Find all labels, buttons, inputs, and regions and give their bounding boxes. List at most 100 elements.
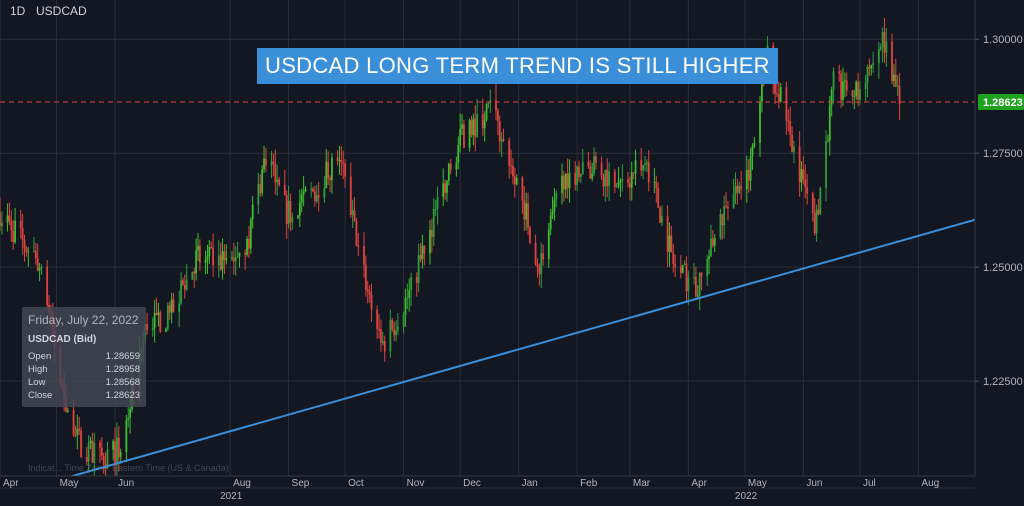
candle-body bbox=[444, 183, 446, 193]
candle-body bbox=[408, 290, 411, 298]
candle-body bbox=[825, 141, 827, 189]
ohlc-info-box: Friday, July 22, 2022 USDCAD (Bid) Open … bbox=[22, 307, 146, 407]
candle-body bbox=[523, 200, 526, 220]
candle-body bbox=[838, 71, 841, 74]
candle-body bbox=[711, 238, 714, 246]
candle-body bbox=[402, 314, 405, 327]
candle-body bbox=[551, 211, 554, 216]
candle-body bbox=[481, 114, 484, 129]
candle-body bbox=[736, 185, 739, 193]
candle-body bbox=[483, 119, 486, 129]
candle-body bbox=[129, 409, 132, 418]
candle-body bbox=[630, 172, 633, 188]
candle-body bbox=[197, 245, 199, 251]
candle-body bbox=[593, 156, 595, 174]
candle-body bbox=[236, 256, 239, 258]
candle-body bbox=[182, 280, 184, 285]
candle-body bbox=[455, 162, 458, 170]
candle-body bbox=[349, 176, 352, 215]
candle-body bbox=[666, 216, 669, 252]
candle-body bbox=[798, 146, 801, 183]
candle-body bbox=[866, 66, 869, 83]
interval-label[interactable]: 1D bbox=[10, 4, 26, 18]
candle-body bbox=[708, 256, 710, 259]
candle-body bbox=[25, 248, 28, 252]
candle-body bbox=[819, 188, 822, 215]
candle-body bbox=[155, 312, 158, 316]
candle-body bbox=[276, 179, 279, 183]
candle-body bbox=[183, 284, 186, 290]
candle-body bbox=[512, 165, 514, 177]
month-tick-label: Apr bbox=[3, 478, 19, 489]
candle-body bbox=[555, 193, 558, 200]
candle-body bbox=[832, 71, 835, 90]
candle-body bbox=[270, 161, 273, 166]
candle-body bbox=[679, 266, 682, 273]
month-tick-label: Oct bbox=[348, 478, 364, 489]
candle-body bbox=[434, 208, 437, 210]
candle-body bbox=[627, 179, 629, 183]
month-tick-label: Jun bbox=[806, 478, 822, 489]
candle-body bbox=[338, 159, 341, 161]
candle-body bbox=[485, 103, 488, 120]
candle-body bbox=[157, 312, 160, 316]
candle-body bbox=[474, 118, 477, 137]
candle-body bbox=[806, 187, 809, 194]
candle-body bbox=[0, 222, 3, 227]
candle-body bbox=[419, 255, 422, 260]
candles bbox=[0, 17, 901, 480]
month-tick-label: Aug bbox=[921, 478, 939, 489]
candle-body bbox=[21, 228, 24, 241]
candle-body bbox=[389, 319, 392, 352]
info-row-value: 1.28623 bbox=[105, 390, 140, 401]
candle-body bbox=[393, 329, 396, 336]
candle-body bbox=[727, 206, 729, 209]
candle-body bbox=[864, 82, 867, 90]
candle-body bbox=[568, 172, 571, 189]
candle-body bbox=[566, 173, 569, 189]
candle-body bbox=[34, 250, 37, 259]
candle-body bbox=[166, 305, 169, 329]
candle-body bbox=[647, 162, 650, 183]
candle-body bbox=[732, 194, 735, 209]
candle-body bbox=[753, 142, 756, 147]
candle-body bbox=[363, 246, 365, 265]
candle-body bbox=[538, 267, 541, 275]
candle-body bbox=[410, 277, 413, 291]
candle-body bbox=[851, 90, 854, 97]
candle-body bbox=[721, 214, 724, 226]
info-row-value: 1.28958 bbox=[105, 364, 140, 375]
candle-body bbox=[151, 327, 154, 331]
symbol-label[interactable]: USDCAD bbox=[36, 4, 87, 18]
candle-body bbox=[710, 238, 712, 257]
month-tick-label: Jan bbox=[522, 478, 538, 489]
candle-body bbox=[774, 78, 776, 94]
candle-body bbox=[85, 456, 88, 462]
candle-body bbox=[406, 297, 409, 299]
candle-body bbox=[661, 216, 663, 223]
candle-body bbox=[785, 87, 788, 121]
candle-body bbox=[364, 264, 367, 290]
candle-body bbox=[579, 173, 582, 177]
candle-body bbox=[553, 199, 556, 212]
candle-body bbox=[632, 172, 635, 174]
candle-body bbox=[734, 185, 737, 195]
candle-body bbox=[93, 442, 96, 464]
candle-body bbox=[153, 312, 156, 328]
candle-body bbox=[323, 188, 326, 198]
candle-body bbox=[725, 206, 727, 208]
candle-body bbox=[102, 456, 105, 465]
year-tick-label: 2021 bbox=[220, 491, 243, 501]
candle-body bbox=[206, 256, 209, 260]
candle-body bbox=[617, 182, 620, 187]
candle-body bbox=[645, 162, 648, 164]
candle-body bbox=[683, 263, 686, 266]
candle-body bbox=[687, 277, 690, 292]
candle-body bbox=[325, 161, 328, 189]
candle-body bbox=[840, 73, 843, 101]
info-row-label: Open bbox=[28, 351, 52, 362]
candle-body bbox=[738, 185, 741, 193]
candle-body bbox=[217, 255, 220, 266]
candle-body bbox=[19, 220, 22, 229]
candle-body bbox=[500, 139, 503, 142]
